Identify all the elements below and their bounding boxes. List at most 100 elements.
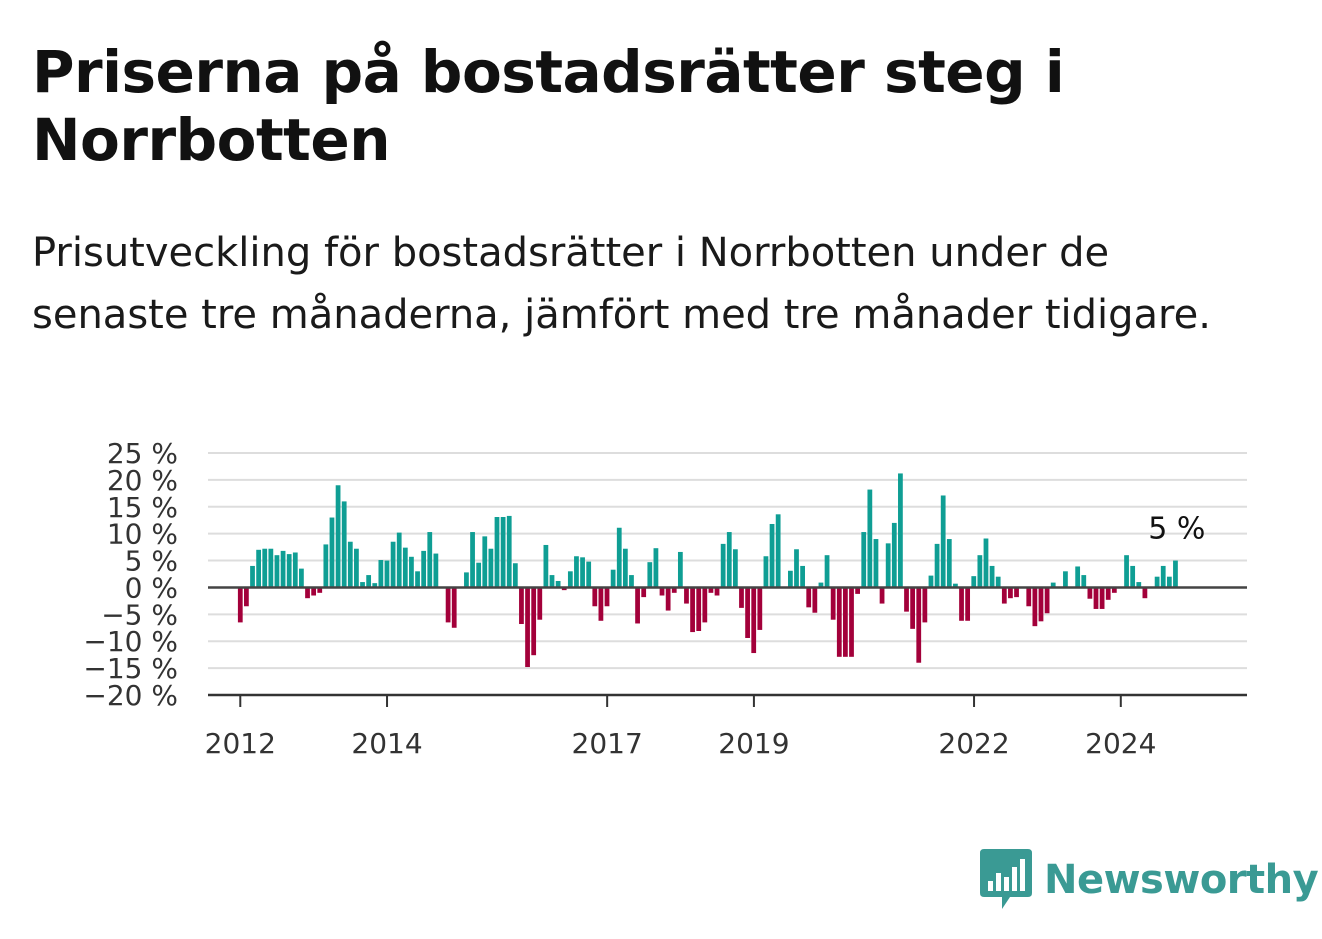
bar: [549, 575, 555, 588]
bar: [812, 587, 818, 613]
bar: [739, 587, 744, 608]
bar: [567, 571, 573, 588]
bar: [561, 587, 567, 591]
bar: [873, 539, 879, 588]
bar: [696, 587, 702, 631]
bar: [537, 587, 543, 620]
bar: [891, 522, 897, 588]
last-value-annotation: 5 %: [1148, 512, 1205, 547]
bar: [616, 527, 622, 588]
bar: [843, 587, 848, 657]
bar: [965, 587, 971, 621]
bar: [879, 587, 885, 604]
bar: [415, 571, 420, 588]
bar: [910, 587, 916, 629]
y-tick-label: 20 %: [107, 464, 178, 497]
bar: [256, 549, 262, 588]
bars: [237, 473, 1178, 668]
bar: [280, 550, 286, 588]
bar: [824, 555, 830, 588]
bar: [329, 517, 335, 588]
bar: [574, 556, 579, 588]
bar: [512, 563, 518, 588]
bar: [1093, 587, 1099, 609]
bar: [305, 587, 310, 599]
bar: [659, 587, 665, 596]
newsworthy-logo: Newsworthy: [980, 848, 1319, 912]
x-tick-label: 2022: [938, 727, 1009, 760]
bar: [323, 544, 329, 588]
bar: [598, 587, 604, 621]
bar: [751, 587, 757, 654]
x-axis-ticks: 2012 2014 2017 2019 2022 2024: [205, 695, 1156, 760]
bar: [1136, 582, 1142, 588]
bar: [445, 587, 451, 623]
bar: [971, 576, 977, 588]
bar: [341, 501, 347, 588]
bar: [286, 554, 292, 588]
bar: [1105, 587, 1111, 600]
bar: [519, 587, 524, 625]
bar: [1154, 576, 1160, 588]
y-tick-label: 5 %: [125, 545, 178, 578]
bar: [946, 539, 952, 588]
x-tick-label: 2017: [572, 727, 643, 760]
bar: [482, 536, 488, 588]
bar: [959, 587, 964, 621]
newsworthy-chart-icon: [980, 849, 1032, 909]
bar: [1044, 587, 1050, 614]
bar: [1099, 587, 1105, 609]
y-tick-label: 15 %: [107, 491, 178, 524]
bar: [690, 587, 695, 633]
y-tick-label: 10 %: [107, 518, 178, 551]
bar: [720, 543, 726, 588]
bar: [1001, 587, 1007, 604]
bar: [916, 587, 922, 663]
bar: [1111, 587, 1117, 593]
bar: [237, 587, 243, 623]
bar: [390, 541, 396, 588]
bar: [335, 485, 341, 588]
bar: [1124, 555, 1129, 588]
y-axis-ticks: 25 %20 %15 %10 %5 %0 %−5 %−10 %−15 %−20 …: [83, 437, 178, 712]
bar: [354, 548, 359, 588]
bar: [775, 514, 781, 588]
bar: [274, 555, 280, 588]
bar: [855, 587, 860, 594]
bar: [592, 587, 598, 607]
bar: [488, 548, 494, 588]
bar: [769, 523, 775, 588]
bar: [629, 575, 634, 588]
bar: [928, 575, 934, 588]
bar: [934, 543, 940, 588]
bar: [555, 580, 561, 588]
bar: [989, 565, 995, 588]
bar: [1142, 587, 1148, 599]
bar: [543, 544, 549, 588]
bar: [299, 568, 304, 588]
y-tick-label: −15 %: [83, 652, 178, 685]
y-tick-label: −5 %: [101, 598, 178, 631]
bar: [372, 583, 378, 588]
bar: [1014, 587, 1019, 598]
bar: [867, 489, 873, 588]
bar: [745, 587, 750, 638]
bar: [531, 587, 537, 656]
bar: [525, 587, 530, 668]
bar: [360, 582, 365, 588]
bar: [506, 515, 512, 588]
x-tick-label: 2024: [1085, 727, 1156, 760]
bar: [983, 538, 989, 588]
bar: [671, 587, 677, 593]
bar: [1166, 576, 1172, 588]
bar: [586, 561, 592, 588]
bar: [421, 550, 427, 588]
bar: [1032, 587, 1038, 627]
bar: [622, 548, 628, 588]
bar: [836, 587, 842, 657]
bar: [647, 562, 653, 588]
bar: [763, 556, 769, 588]
bar: [861, 532, 867, 588]
bar: [641, 587, 647, 598]
bar: [977, 555, 983, 588]
